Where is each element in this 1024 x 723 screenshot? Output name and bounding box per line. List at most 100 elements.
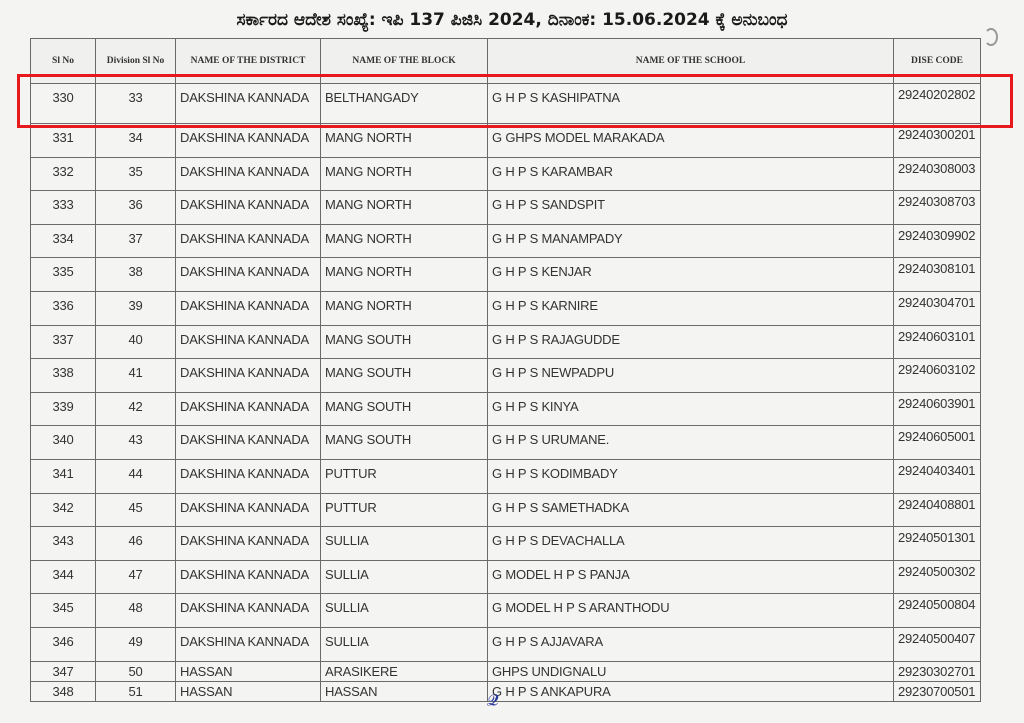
- cell-sl-no: 332: [30, 156, 96, 192]
- cell-school-name: G H P S DEVACHALLA: [487, 526, 894, 561]
- cell-sl-no: 335: [30, 257, 96, 292]
- table-row: 337 40 DAKSHINA KANNADA MANG SOUTH G H P S R…: [30, 324, 981, 360]
- cell-block: MANG NORTH: [320, 290, 488, 326]
- cell-block: MANG SOUTH: [320, 324, 488, 360]
- cell-district: DAKSHINA KANNADA: [175, 358, 321, 393]
- cell-sl-no: 346: [30, 626, 96, 662]
- cell-sl-no: 345: [30, 593, 96, 628]
- cell-dise-code: 29240309902: [893, 223, 981, 259]
- cell-dise-code: 29240605001: [893, 425, 981, 460]
- table-header-row: Sl No Division Sl No NAME OF THE DISTRIC…: [30, 38, 981, 84]
- cell-division-sl-no: 38: [95, 257, 176, 292]
- cell-dise-code: 29240603101: [893, 324, 981, 360]
- cell-sl-no: 338: [30, 358, 96, 393]
- table-row: 336 39 DAKSHINA KANNADA MANG NORTH G H P S K…: [30, 290, 981, 326]
- cell-division-sl-no: 47: [95, 559, 176, 595]
- cell-sl-no: 337: [30, 324, 96, 360]
- header-division-sl-no: Division Sl No: [95, 38, 176, 84]
- cell-division-sl-no: 44: [95, 458, 176, 494]
- cell-school-name: G MODEL H P S ARANTHODU: [487, 593, 894, 628]
- cell-district: DAKSHINA KANNADA: [175, 190, 321, 225]
- cell-district: DAKSHINA KANNADA: [175, 83, 321, 124]
- cell-division-sl-no: 51: [95, 680, 176, 702]
- cell-district: DAKSHINA KANNADA: [175, 290, 321, 326]
- cell-dise-code: 29240202802: [893, 83, 981, 124]
- table-body: 330 33 DAKSHINA KANNADA BELTHANGADY G H P S …: [30, 83, 981, 702]
- cell-block: MANG NORTH: [320, 156, 488, 192]
- cell-block: MANG SOUTH: [320, 391, 488, 427]
- table-row: 334 37 DAKSHINA KANNADA MANG NORTH G H P S M…: [30, 223, 981, 259]
- cell-school-name: G H P S KODIMBADY: [487, 458, 894, 494]
- cell-division-sl-no: 40: [95, 324, 176, 360]
- cell-district: DAKSHINA KANNADA: [175, 391, 321, 427]
- cell-division-sl-no: 42: [95, 391, 176, 427]
- cell-block: SULLIA: [320, 626, 488, 662]
- cell-sl-no: 347: [30, 660, 96, 682]
- cell-district: DAKSHINA KANNADA: [175, 123, 321, 158]
- table-row: 331 34 DAKSHINA KANNADA MANG NORTH G GHPS MO…: [30, 123, 981, 158]
- cell-sl-no: 342: [30, 492, 96, 528]
- cell-school-name: G H P S SAMETHADKA: [487, 492, 894, 528]
- cell-district: DAKSHINA KANNADA: [175, 526, 321, 561]
- punch-hole: [984, 28, 998, 46]
- cell-division-sl-no: 41: [95, 358, 176, 393]
- cell-school-name: G H P S SANDSPIT: [487, 190, 894, 225]
- cell-district: DAKSHINA KANNADA: [175, 156, 321, 192]
- cell-block: MANG NORTH: [320, 257, 488, 292]
- cell-dise-code: 29240500804: [893, 593, 981, 628]
- cell-dise-code: 29240308703: [893, 190, 981, 225]
- cell-school-name: G H P S ANKAPURA: [487, 680, 894, 702]
- cell-school-name: G H P S KARAMBAR: [487, 156, 894, 192]
- cell-dise-code: 29240500407: [893, 626, 981, 662]
- cell-district: DAKSHINA KANNADA: [175, 458, 321, 494]
- cell-dise-code: 29240500302: [893, 559, 981, 595]
- cell-school-name: G GHPS MODEL MARAKADA: [487, 123, 894, 158]
- cell-division-sl-no: 33: [95, 83, 176, 124]
- cell-school-name: G MODEL H P S PANJA: [487, 559, 894, 595]
- cell-sl-no: 339: [30, 391, 96, 427]
- cell-school-name: G H P S KASHIPATNA: [487, 83, 894, 124]
- cell-block: MANG SOUTH: [320, 425, 488, 460]
- cell-division-sl-no: 50: [95, 660, 176, 682]
- cell-district: DAKSHINA KANNADA: [175, 492, 321, 528]
- header-sl-no: Sl No: [30, 38, 96, 84]
- cell-sl-no: 341: [30, 458, 96, 494]
- cell-district: DAKSHINA KANNADA: [175, 559, 321, 595]
- cell-dise-code: 29240408801: [893, 492, 981, 528]
- header-dise-code: DISE CODE: [893, 38, 981, 84]
- cell-sl-no: 331: [30, 123, 96, 158]
- cell-division-sl-no: 36: [95, 190, 176, 225]
- table-row: 333 36 DAKSHINA KANNADA MANG NORTH G H P S S…: [30, 190, 981, 225]
- cell-school-name: G H P S URUMANE.: [487, 425, 894, 460]
- cell-dise-code: 29240308101: [893, 257, 981, 292]
- cell-block: MANG NORTH: [320, 223, 488, 259]
- cell-sl-no: 330: [30, 83, 96, 124]
- cell-block: SULLIA: [320, 559, 488, 595]
- cell-dise-code: 29230700501: [893, 680, 981, 702]
- table-row: 348 51 HASSAN HASSAN G H P S ANKAPURA 2923070…: [30, 680, 981, 702]
- cell-division-sl-no: 35: [95, 156, 176, 192]
- cell-school-name: GHPS UNDIGNALU: [487, 660, 894, 682]
- cell-division-sl-no: 45: [95, 492, 176, 528]
- document-title: ಸರ್ಕಾರದ ಆದೇಶ ಸಂಖ್ಯೆ: ಇಪಿ 137 ಪಿಜಿಸಿ 2024…: [236, 10, 788, 30]
- cell-block: SULLIA: [320, 526, 488, 561]
- cell-division-sl-no: 43: [95, 425, 176, 460]
- cell-school-name: G H P S KARNIRE: [487, 290, 894, 326]
- cell-block: ARASIKERE: [320, 660, 488, 682]
- cell-dise-code: 29240603102: [893, 358, 981, 393]
- cell-sl-no: 348: [30, 680, 96, 702]
- cell-division-sl-no: 49: [95, 626, 176, 662]
- cell-block: MANG NORTH: [320, 123, 488, 158]
- cell-block: MANG NORTH: [320, 190, 488, 225]
- cell-sl-no: 333: [30, 190, 96, 225]
- cell-sl-no: 344: [30, 559, 96, 595]
- cell-dise-code: 29240308003: [893, 156, 981, 192]
- table-row: 343 46 DAKSHINA KANNADA SULLIA G H P S DEVAC…: [30, 526, 981, 561]
- cell-school-name: G H P S KINYA: [487, 391, 894, 427]
- cell-block: BELTHANGADY: [320, 83, 488, 124]
- table-row: 342 45 DAKSHINA KANNADA PUTTUR G H P S SAMET…: [30, 492, 981, 528]
- table-row: 347 50 HASSAN ARASIKERE GHPS UNDIGNALU 292303…: [30, 660, 981, 682]
- cell-district: HASSAN: [175, 680, 321, 702]
- cell-division-sl-no: 39: [95, 290, 176, 326]
- header-block: NAME OF THE BLOCK: [320, 38, 488, 84]
